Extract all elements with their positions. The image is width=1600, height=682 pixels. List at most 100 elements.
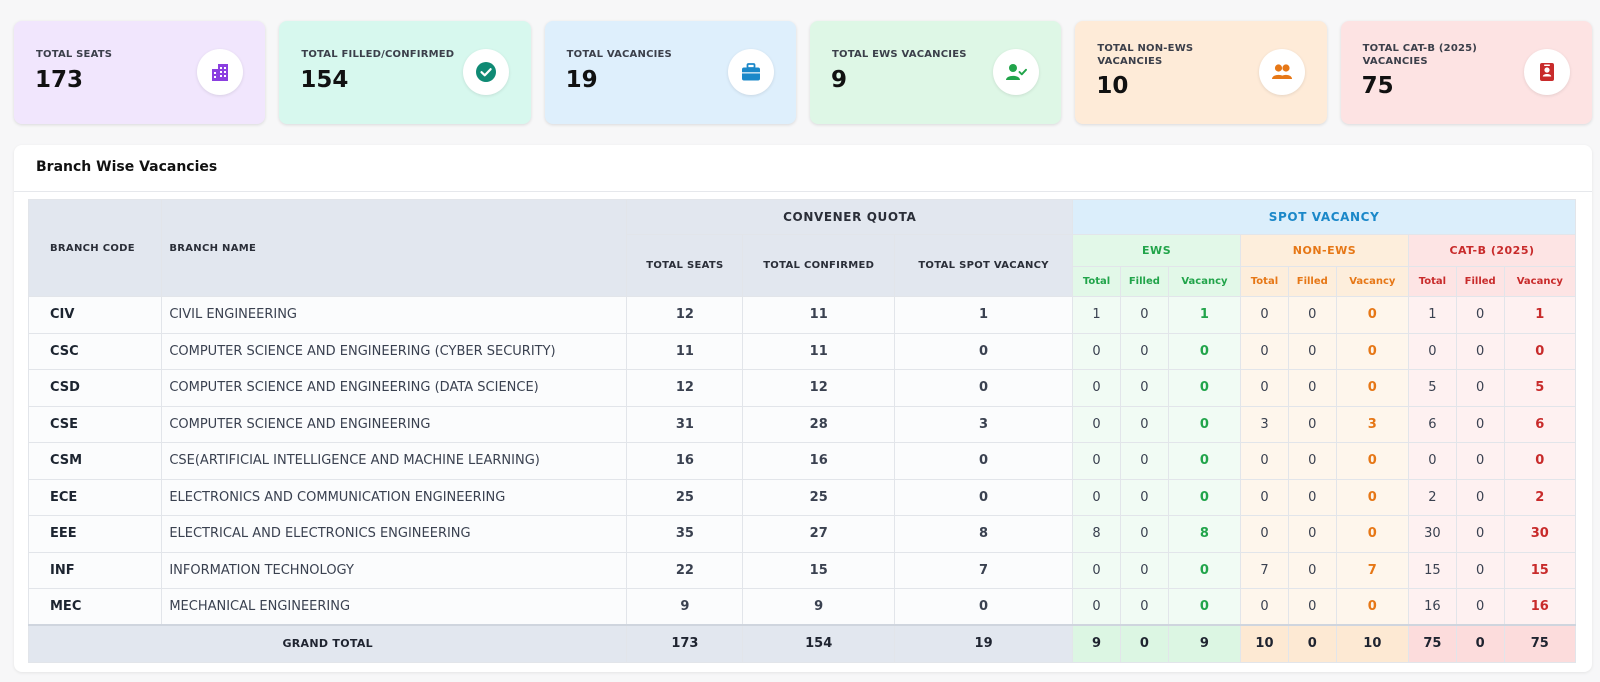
- catb-vacancy-cell: 5: [1503, 369, 1577, 407]
- card-value: 19: [565, 67, 598, 93]
- ews-vacancy-cell: 8: [1167, 515, 1242, 553]
- panel-title: Branch Wise Vacancies: [36, 159, 218, 175]
- card-label: TOTAL VACANCIES: [566, 49, 672, 60]
- catb-filled-cell: 0: [1455, 332, 1505, 370]
- catb-vacancy-cell: 0: [1503, 442, 1577, 480]
- card-value: 154: [300, 67, 349, 93]
- branch-name-cell: ELECTRONICS AND COMMUNICATION ENGINEERIN…: [161, 478, 628, 516]
- total-non-ews-vacancies-card: TOTAL NON-EWS VACANCIES 10: [1075, 21, 1327, 124]
- header-non-ews-filled: Filled: [1287, 266, 1337, 297]
- ews-vacancy-cell: 0: [1167, 551, 1242, 589]
- header-total-spot-vacancy: TOTAL SPOT VACANCY: [894, 234, 1074, 297]
- total-confirmed-cell: 27: [742, 515, 896, 553]
- total-spot-vacancy-cell: 7: [894, 551, 1074, 589]
- ews-total-cell: 8: [1072, 515, 1121, 553]
- branch-vacancies-table: BRANCH CODE BRANCH NAME CONVENER QUOTA S…: [27, 199, 1577, 663]
- total-seats-cell: 35: [626, 515, 744, 553]
- grand-total-non-ews-filled: 0: [1287, 624, 1337, 663]
- header-branch-code: BRANCH CODE: [27, 199, 163, 297]
- non-ews-vacancy-cell: 0: [1335, 442, 1409, 480]
- catb-total-cell: 0: [1407, 442, 1457, 480]
- table-row: CSM CSE(ARTIFICIAL INTELLIGENCE AND MACHI…: [27, 442, 1577, 480]
- ews-filled-cell: 0: [1119, 478, 1169, 516]
- branch-name-cell: COMPUTER SCIENCE AND ENGINEERING (DATA S…: [161, 369, 628, 407]
- non-ews-filled-cell: 0: [1287, 551, 1337, 589]
- catb-vacancy-cell: 1: [1503, 296, 1577, 334]
- catb-filled-cell: 0: [1455, 296, 1505, 334]
- ews-total-cell: 0: [1072, 332, 1121, 370]
- branch-name-cell: COMPUTER SCIENCE AND ENGINEERING: [161, 405, 628, 443]
- card-label: TOTAL SEATS: [36, 49, 113, 60]
- ews-vacancy-cell: 0: [1167, 332, 1242, 370]
- non-ews-total-cell: 0: [1240, 478, 1289, 516]
- branch-code-cell: CIV: [27, 296, 163, 334]
- card-value: 9: [830, 67, 847, 93]
- branch-vacancies-panel: Branch Wise Vacancies BRANCH CODE BRANCH…: [14, 145, 1592, 672]
- catb-vacancy-cell: 0: [1503, 332, 1577, 370]
- header-ews-vacancy: Vacancy: [1167, 266, 1242, 297]
- ews-vacancy-cell: 0: [1167, 369, 1242, 407]
- table-row: CSD COMPUTER SCIENCE AND ENGINEERING (DAT…: [27, 369, 1577, 407]
- catb-vacancy-cell: 30: [1503, 515, 1577, 553]
- grand-total-row: GRAND TOTAL 173 154 19 9 0 9 10 0 10 75 …: [27, 624, 1577, 663]
- total-seats-card: TOTAL SEATS 173: [14, 21, 266, 124]
- grand-total-ews-total: 9: [1072, 624, 1121, 663]
- header-branch-name: BRANCH NAME: [161, 199, 628, 297]
- total-ews-vacancies-card: TOTAL EWS VACANCIES 9: [809, 21, 1062, 124]
- header-non-ews-total: Total: [1240, 266, 1289, 297]
- grand-total-non-ews-vacancy: 10: [1335, 624, 1409, 663]
- table-row: MEC MECHANICAL ENGINEERING 9 9 0 0 0 0 0 0 0 16 0 16: [27, 588, 1577, 626]
- non-ews-total-cell: 0: [1240, 369, 1289, 407]
- header-non-ews-vacancy: Vacancy: [1335, 266, 1409, 297]
- non-ews-vacancy-cell: 0: [1335, 369, 1409, 407]
- catb-filled-cell: 0: [1455, 405, 1505, 443]
- non-ews-vacancy-cell: 0: [1335, 332, 1409, 370]
- ews-vacancy-cell: 0: [1167, 588, 1242, 626]
- table-row: CSC COMPUTER SCIENCE AND ENGINEERING (CYB…: [27, 332, 1577, 370]
- catb-filled-cell: 0: [1455, 588, 1505, 626]
- catb-vacancy-cell: 2: [1503, 478, 1577, 516]
- non-ews-total-cell: 0: [1240, 442, 1289, 480]
- catb-total-cell: 16: [1407, 588, 1457, 626]
- catb-total-cell: 0: [1407, 332, 1457, 370]
- grand-total-catb-filled: 0: [1455, 624, 1505, 663]
- total-spot-vacancy-cell: 0: [894, 369, 1074, 407]
- total-confirmed-cell: 11: [742, 332, 896, 370]
- catb-vacancy-cell: 15: [1503, 551, 1577, 589]
- header-catb-vacancy: Vacancy: [1503, 266, 1577, 297]
- total-confirmed-cell: 28: [742, 405, 896, 443]
- grand-total-non-ews-total: 10: [1240, 624, 1289, 663]
- non-ews-vacancy-cell: 7: [1335, 551, 1409, 589]
- total-spot-vacancy-cell: 0: [894, 478, 1074, 516]
- branch-code-cell: MEC: [27, 588, 163, 626]
- card-value: 75: [1361, 73, 1394, 99]
- catb-filled-cell: 0: [1455, 551, 1505, 589]
- table-footer: GRAND TOTAL 173 154 19 9 0 9 10 0 10 75 …: [27, 624, 1577, 663]
- branch-code-cell: CSD: [27, 369, 163, 407]
- branch-name-cell: CIVIL ENGINEERING: [161, 296, 628, 334]
- stat-cards: TOTAL SEATS 173 TOTAL FILLED/CONFIRMED 1…: [14, 21, 1592, 124]
- grand-total-seats: 173: [626, 624, 744, 663]
- total-confirmed-cell: 12: [742, 369, 896, 407]
- non-ews-filled-cell: 0: [1287, 478, 1337, 516]
- total-spot-vacancy-cell: 3: [894, 405, 1074, 443]
- table-body: CIV CIVIL ENGINEERING 12 11 1 1 0 1 0 0 0 1 0 1 CSC COM…: [27, 296, 1577, 626]
- branch-code-cell: EEE: [27, 515, 163, 553]
- total-vacancies-card: TOTAL VACANCIES 19: [544, 21, 796, 124]
- ews-vacancy-cell: 0: [1167, 442, 1242, 480]
- card-label: TOTAL NON-EWS VACANCIES: [1097, 43, 1194, 67]
- header-spot-vacancy: SPOT VACANCY: [1072, 199, 1576, 235]
- total-spot-vacancy-cell: 0: [894, 588, 1074, 626]
- non-ews-filled-cell: 0: [1287, 405, 1337, 443]
- total-seats-cell: 16: [626, 442, 744, 480]
- ews-filled-cell: 0: [1119, 588, 1169, 626]
- total-confirmed-cell: 11: [742, 296, 896, 334]
- grand-total-ews-filled: 0: [1119, 624, 1169, 663]
- ews-total-cell: 0: [1072, 442, 1121, 480]
- total-seats-cell: 12: [626, 369, 744, 407]
- table-row: ECE ELECTRONICS AND COMMUNICATION ENGINEE…: [27, 478, 1577, 516]
- non-ews-total-cell: 0: [1240, 296, 1289, 334]
- ews-filled-cell: 0: [1119, 332, 1169, 370]
- ews-filled-cell: 0: [1119, 369, 1169, 407]
- branch-name-cell: COMPUTER SCIENCE AND ENGINEERING (CYBER …: [161, 332, 628, 370]
